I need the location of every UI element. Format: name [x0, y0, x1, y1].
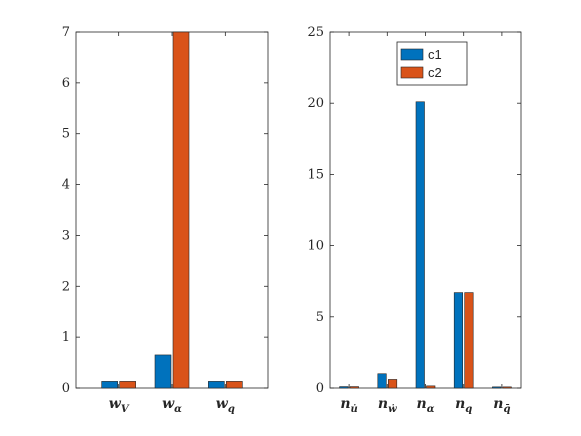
y-tick-label: 10 — [307, 239, 324, 254]
bar-c2 — [349, 386, 359, 389]
y-tick-label: 5 — [316, 310, 324, 325]
bar-c2 — [387, 379, 398, 389]
y-tick-label: 5 — [62, 127, 70, 142]
left-bar-chart: 0 1 2 3 4 5 6 7 wV wα wq — [62, 25, 269, 415]
y-tick-label: 2 — [62, 279, 70, 294]
axes-box — [329, 31, 522, 389]
y-tick-label: 15 — [307, 167, 324, 182]
bar-c2 — [119, 381, 136, 389]
y-tick-label: 4 — [62, 178, 70, 193]
bar-c2 — [464, 292, 474, 389]
y-tick-label: 0 — [316, 381, 324, 396]
bar-c2 — [426, 385, 436, 389]
legend-label-c2: c2 — [428, 65, 442, 80]
bar-c1 — [492, 386, 502, 389]
bar-c1 — [377, 373, 387, 389]
bar-c2 — [502, 386, 512, 389]
bar-c2 — [226, 381, 243, 389]
bar-c1 — [453, 292, 464, 389]
bar-c1 — [101, 381, 118, 389]
bar-c1 — [154, 354, 172, 389]
right-bar-chart: 0 5 10 15 20 25 nu̇ nẇ nα nq nq̄ — [307, 25, 522, 415]
bar-c1 — [208, 381, 225, 389]
y-tick-label: 0 — [62, 381, 70, 396]
x-tick-label: nq — [455, 396, 472, 415]
y-tick-label: 3 — [62, 228, 70, 243]
x-tick-label: nẇ — [378, 396, 397, 415]
bar-c1 — [339, 386, 349, 389]
x-tick-label: wV — [109, 396, 130, 415]
y-tick-label: 1 — [62, 330, 70, 345]
x-tick-label: nα — [417, 396, 435, 415]
bar-c2 — [172, 31, 190, 389]
y-tick-label: 6 — [62, 76, 70, 91]
legend-swatch-c2 — [400, 66, 424, 79]
x-tick-label: nu̇ — [340, 396, 357, 415]
y-tick-label: 7 — [62, 25, 70, 40]
x-tick-label: wα — [162, 396, 182, 415]
axes-box — [75, 31, 269, 389]
legend: c1 c2 — [396, 41, 468, 86]
legend-label-c1: c1 — [428, 47, 442, 62]
x-tick-label: wq — [216, 396, 235, 415]
bar-c1 — [415, 101, 425, 389]
y-tick-label: 20 — [307, 96, 324, 111]
y-tick-label: 25 — [307, 25, 324, 40]
x-tick-label: nq̄ — [493, 396, 510, 415]
legend-swatch-c1 — [400, 48, 424, 61]
